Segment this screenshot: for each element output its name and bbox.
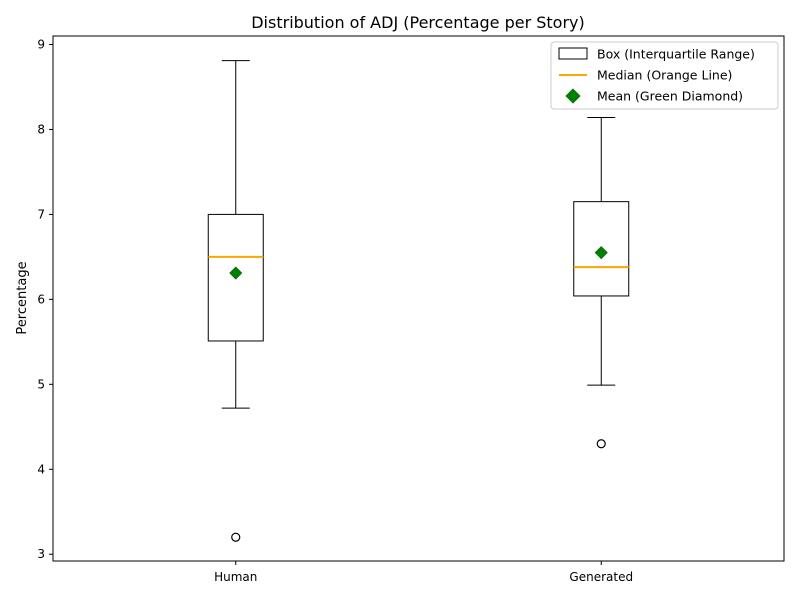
x-tick-label: Human	[214, 570, 257, 584]
legend-box-swatch	[558, 47, 588, 60]
y-tick-label: 5	[37, 377, 45, 391]
legend-entry-label: Mean (Green Diamond)	[597, 89, 743, 104]
mean-marker	[594, 246, 608, 260]
x-tick-label: Generated	[569, 570, 633, 584]
iqr-box	[573, 201, 630, 297]
y-tick-label: 7	[37, 207, 45, 221]
mean-marker	[229, 266, 243, 280]
y-tick-label: 9	[37, 37, 45, 51]
y-tick-label: 3	[37, 547, 45, 561]
chart-title: Distribution of ADJ (Percentage per Stor…	[251, 13, 585, 32]
y-tick-label: 8	[37, 122, 45, 136]
legend-frame	[550, 41, 779, 110]
plot-area: 3 4 5 6 7 8 9 Human Generated	[37, 35, 785, 584]
outlier-point	[596, 439, 606, 449]
iqr-box	[207, 213, 264, 342]
axes-frame	[52, 35, 785, 562]
legend-entry-label: Median (Orange Line)	[597, 68, 732, 83]
legend: Box (Interquartile Range) Median (Orange …	[550, 41, 779, 110]
y-axis-label: Percentage	[15, 261, 30, 334]
y-tick-label: 4	[37, 462, 45, 476]
legend-mean-swatch	[565, 88, 581, 104]
legend-entry-label: Box (Interquartile Range)	[597, 47, 755, 62]
outlier-point	[231, 532, 241, 542]
y-tick-label: 6	[37, 292, 45, 306]
